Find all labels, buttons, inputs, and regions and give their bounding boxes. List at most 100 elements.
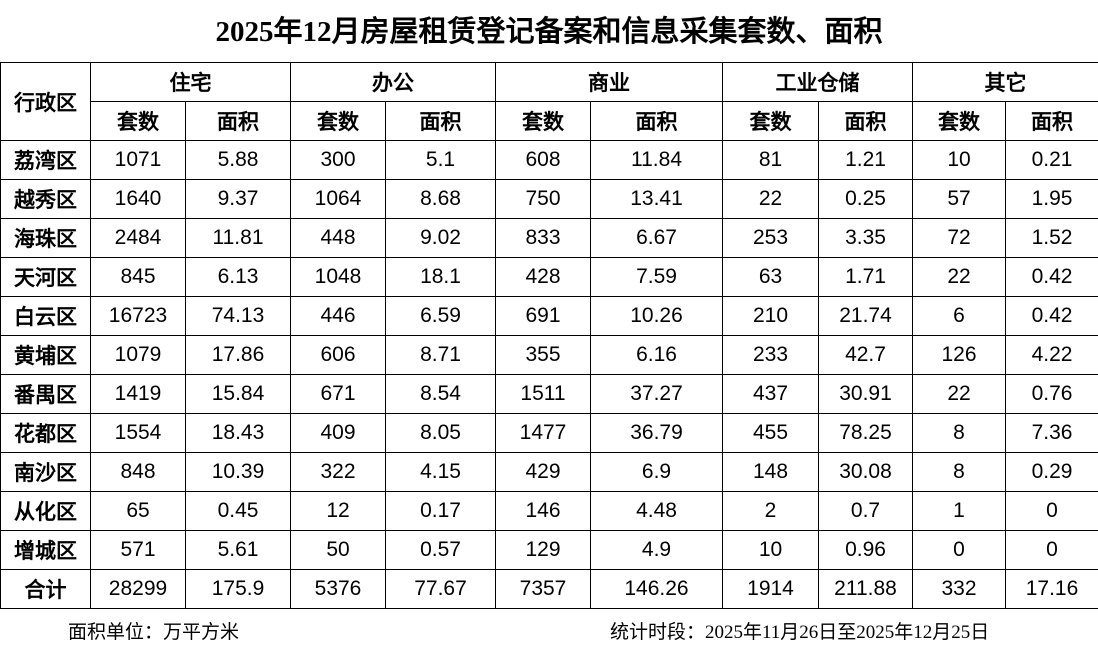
subheader: 面积 bbox=[590, 101, 723, 141]
cell: 37.27 bbox=[590, 374, 723, 414]
cell: 571 bbox=[90, 530, 186, 570]
row-header: 行政区 bbox=[0, 62, 91, 141]
cell: 5.1 bbox=[385, 140, 496, 180]
title: 2025年12月房屋租赁登记备案和信息采集套数、面积 bbox=[215, 16, 883, 48]
subheader: 套数 bbox=[290, 101, 386, 141]
cell: 429 bbox=[495, 452, 591, 492]
data-row: 越秀区 1640 9.37 1064 8.68 750 13.41 22 0.25 57 1.95 bbox=[0, 179, 1098, 219]
subheader-row: 套数 面积 套数 面积 套数 面积 套数 面积 套数 面积 bbox=[1, 101, 1098, 141]
cell: 7.36 bbox=[1005, 413, 1098, 453]
cell: 0.17 bbox=[385, 491, 496, 531]
cell: 81 bbox=[722, 140, 819, 180]
cell: 146.26 bbox=[590, 569, 723, 609]
cell: 50 bbox=[290, 530, 386, 570]
cell: 1.21 bbox=[818, 140, 913, 180]
cell: 437 bbox=[722, 374, 819, 414]
cell: 74.13 bbox=[185, 296, 291, 336]
cell: 57 bbox=[912, 179, 1006, 219]
cell: 175.9 bbox=[185, 569, 291, 609]
cell: 126 bbox=[912, 335, 1006, 375]
district: 荔湾区 bbox=[0, 140, 91, 180]
cell: 28299 bbox=[90, 569, 186, 609]
cell: 17.86 bbox=[185, 335, 291, 375]
cell: 8.71 bbox=[385, 335, 496, 375]
cell: 1419 bbox=[90, 374, 186, 414]
cell: 233 bbox=[722, 335, 819, 375]
cell: 1064 bbox=[290, 179, 386, 219]
district: 天河区 bbox=[0, 257, 91, 297]
cell: 8.05 bbox=[385, 413, 496, 453]
cell: 8 bbox=[912, 413, 1006, 453]
cell: 10.26 bbox=[590, 296, 723, 336]
subheader: 面积 bbox=[1005, 101, 1098, 141]
cell: 355 bbox=[495, 335, 591, 375]
cell: 7357 bbox=[495, 569, 591, 609]
cell: 608 bbox=[495, 140, 591, 180]
cell: 446 bbox=[290, 296, 386, 336]
cell: 1554 bbox=[90, 413, 186, 453]
district: 番禺区 bbox=[0, 374, 91, 414]
cell: 455 bbox=[722, 413, 819, 453]
cell: 1 bbox=[912, 491, 1006, 531]
data-row: 黄埔区 1079 17.86 606 8.71 355 6.16 233 42.7 126 4.22 bbox=[0, 335, 1098, 375]
cell: 65 bbox=[90, 491, 186, 531]
district: 合计 bbox=[0, 569, 91, 609]
cell: 4.22 bbox=[1005, 335, 1098, 375]
cell: 6.59 bbox=[385, 296, 496, 336]
cell: 0.45 bbox=[185, 491, 291, 531]
subheader: 套数 bbox=[912, 101, 1006, 141]
cell: 1477 bbox=[495, 413, 591, 453]
cell: 4.15 bbox=[385, 452, 496, 492]
cell: 0.29 bbox=[1005, 452, 1098, 492]
period-note: 统计时段：2025年11月26日至2025年12月25日 bbox=[610, 622, 990, 643]
district: 白云区 bbox=[0, 296, 91, 336]
unit-note: 面积单位：万平方米 bbox=[68, 622, 240, 643]
cell: 0.42 bbox=[1005, 296, 1098, 336]
cell: 42.7 bbox=[818, 335, 913, 375]
cell: 146 bbox=[495, 491, 591, 531]
cell: 1640 bbox=[90, 179, 186, 219]
data-row: 南沙区 848 10.39 322 4.15 429 6.9 148 30.08 8 0.29 bbox=[0, 452, 1098, 492]
cell: 30.08 bbox=[818, 452, 913, 492]
data-row: 增城区 571 5.61 50 0.57 129 4.9 10 0.96 0 0 bbox=[0, 530, 1098, 570]
cell: 671 bbox=[290, 374, 386, 414]
cell: 1079 bbox=[90, 335, 186, 375]
cell: 1511 bbox=[495, 374, 591, 414]
cell: 129 bbox=[495, 530, 591, 570]
cell: 3.35 bbox=[818, 218, 913, 258]
cell: 13.41 bbox=[590, 179, 723, 219]
cell: 211.88 bbox=[818, 569, 913, 609]
cell: 4.9 bbox=[590, 530, 723, 570]
cell: 18.1 bbox=[385, 257, 496, 297]
group-header: 工业仓储 bbox=[722, 62, 913, 102]
data-row: 海珠区 2484 11.81 448 9.02 833 6.67 253 3.35 72 1.52 bbox=[0, 218, 1098, 258]
cell: 0.7 bbox=[818, 491, 913, 531]
cell: 0.21 bbox=[1005, 140, 1098, 180]
group-header: 其它 bbox=[912, 62, 1098, 102]
cell: 428 bbox=[495, 257, 591, 297]
subheader: 面积 bbox=[185, 101, 291, 141]
district: 海珠区 bbox=[0, 218, 91, 258]
subheader: 套数 bbox=[495, 101, 591, 141]
subheader: 面积 bbox=[385, 101, 496, 141]
cell: 848 bbox=[90, 452, 186, 492]
cell: 1.52 bbox=[1005, 218, 1098, 258]
cell: 0.25 bbox=[818, 179, 913, 219]
cell: 22 bbox=[912, 374, 1006, 414]
cell: 2484 bbox=[90, 218, 186, 258]
cell: 17.16 bbox=[1005, 569, 1098, 609]
cell: 833 bbox=[495, 218, 591, 258]
cell: 6 bbox=[912, 296, 1006, 336]
cell: 409 bbox=[290, 413, 386, 453]
district: 增城区 bbox=[0, 530, 91, 570]
cell: 72 bbox=[912, 218, 1006, 258]
cell: 253 bbox=[722, 218, 819, 258]
cell: 7.59 bbox=[590, 257, 723, 297]
cell: 5.61 bbox=[185, 530, 291, 570]
data-row: 合计 28299 175.9 5376 77.67 7357 146.26 1914 211.8… bbox=[0, 569, 1098, 609]
cell: 18.43 bbox=[185, 413, 291, 453]
cell: 6.67 bbox=[590, 218, 723, 258]
cell: 1.95 bbox=[1005, 179, 1098, 219]
cell: 12 bbox=[290, 491, 386, 531]
